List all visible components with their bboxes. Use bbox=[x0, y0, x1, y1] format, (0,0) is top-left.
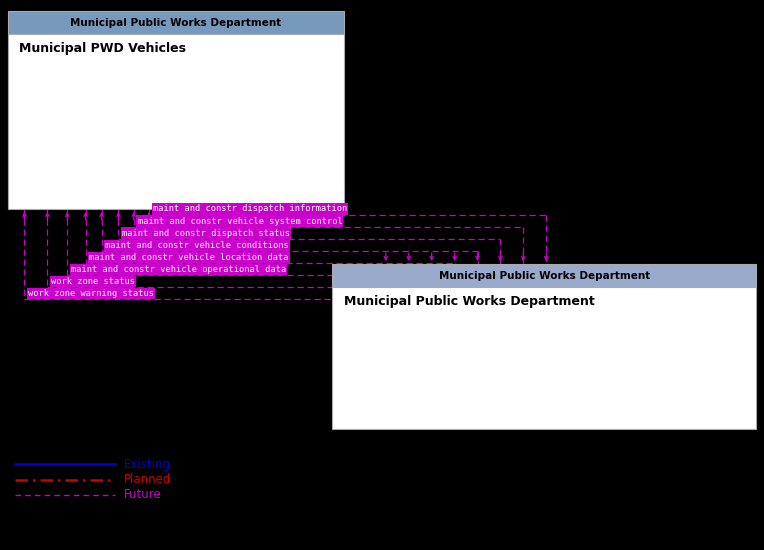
Bar bbox=[332, 287, 756, 429]
Text: Existing: Existing bbox=[124, 458, 171, 471]
Text: Municipal Public Works Department: Municipal Public Works Department bbox=[70, 18, 281, 28]
Text: maint and constr dispatch information: maint and constr dispatch information bbox=[153, 205, 347, 213]
Text: maint and constr vehicle operational data: maint and constr vehicle operational dat… bbox=[71, 265, 286, 274]
Text: maint and constr vehicle location data: maint and constr vehicle location data bbox=[89, 253, 289, 262]
Text: work zone status: work zone status bbox=[51, 277, 135, 286]
Bar bbox=[8, 11, 344, 34]
Text: maint and constr vehicle system control: maint and constr vehicle system control bbox=[138, 217, 342, 226]
Text: Municipal Public Works Department: Municipal Public Works Department bbox=[344, 295, 594, 309]
Text: maint and constr dispatch status: maint and constr dispatch status bbox=[122, 229, 290, 238]
Bar bbox=[8, 34, 344, 209]
Text: work zone warning status: work zone warning status bbox=[28, 289, 154, 298]
Text: maint and constr vehicle conditions: maint and constr vehicle conditions bbox=[105, 241, 290, 250]
Text: Planned: Planned bbox=[124, 473, 171, 486]
Text: Municipal Public Works Department: Municipal Public Works Department bbox=[439, 271, 650, 281]
Text: Municipal PWD Vehicles: Municipal PWD Vehicles bbox=[19, 42, 186, 56]
Bar bbox=[332, 264, 756, 287]
Text: Future: Future bbox=[124, 488, 161, 502]
